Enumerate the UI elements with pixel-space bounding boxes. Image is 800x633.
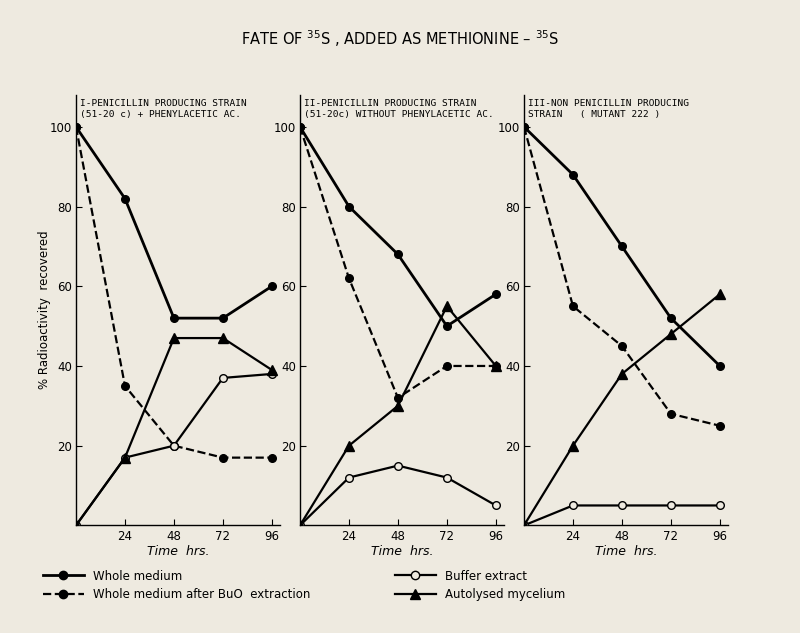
Legend: Buffer extract, Autolysed mycelium: Buffer extract, Autolysed mycelium: [390, 565, 570, 606]
Legend: Whole medium, Whole medium after BuO  extraction: Whole medium, Whole medium after BuO ext…: [38, 565, 315, 606]
Text: II-PENICILLIN PRODUCING STRAIN
(51-20c) WITHOUT PHENYLACETIC AC.: II-PENICILLIN PRODUCING STRAIN (51-20c) …: [304, 99, 494, 118]
X-axis label: Time  hrs.: Time hrs.: [594, 546, 658, 558]
X-axis label: Time  hrs.: Time hrs.: [146, 546, 210, 558]
Text: I-PENICILLIN PRODUCING STRAIN
(51-20 c) + PHENYLACETIC AC.: I-PENICILLIN PRODUCING STRAIN (51-20 c) …: [80, 99, 247, 118]
Text: III-NON PENICILLIN PRODUCING
STRAIN   ( MUTANT 222 ): III-NON PENICILLIN PRODUCING STRAIN ( MU…: [528, 99, 689, 118]
X-axis label: Time  hrs.: Time hrs.: [370, 546, 434, 558]
Text: FATE OF $^{35}$S , ADDED AS METHIONINE – $^{35}$S: FATE OF $^{35}$S , ADDED AS METHIONINE –…: [241, 28, 559, 49]
Y-axis label: % Radioactivity  recovered: % Radioactivity recovered: [38, 231, 50, 389]
